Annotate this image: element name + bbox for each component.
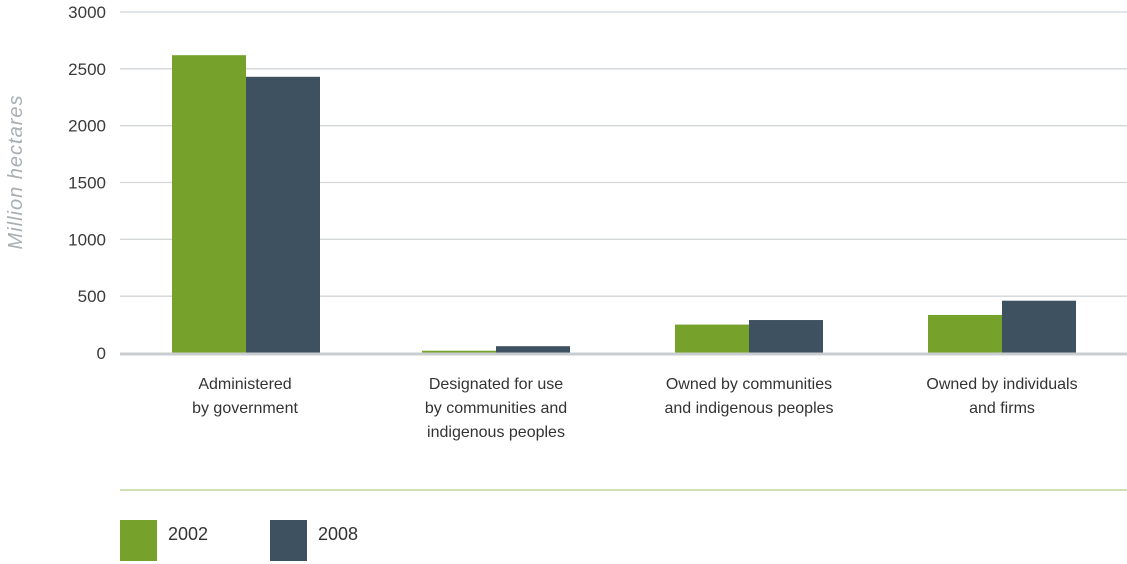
category-label: Administered by government: [192, 376, 298, 417]
y-tick-label: 2000: [68, 117, 106, 136]
legend-label-2008: 2008: [318, 524, 358, 544]
y-tick-label: 1500: [68, 174, 106, 193]
bar-2008-2: [749, 320, 823, 353]
category-label-line: Administered: [198, 376, 291, 393]
category-label: Designated for use by communities and indi…: [425, 376, 567, 441]
bar-2008-0: [246, 76, 320, 353]
legend-label-2002: 2002: [168, 524, 208, 544]
y-tick-label: 1000: [68, 230, 106, 249]
bar-2002-0: [172, 55, 246, 354]
y-tick-label: 3000: [68, 3, 106, 22]
y-tick-label: 0: [97, 344, 106, 363]
legend-swatch-2008: [270, 520, 307, 561]
category-label-line: Owned by communities: [666, 376, 832, 393]
category-label-line: Owned by individuals: [926, 376, 1077, 393]
bar-2008-3: [1002, 300, 1076, 353]
y-axis-ticks: 0 500 1000 1500 2000 2500 3000: [68, 3, 106, 363]
category-label-line: by government: [192, 400, 298, 417]
category-label-line: Designated for use: [429, 376, 563, 393]
bar-2002-3: [928, 314, 1002, 353]
category-label-line: and firms: [969, 400, 1035, 417]
category-label-line: by communities and: [425, 400, 567, 417]
legend-swatch-2002: [120, 520, 157, 561]
bars: [172, 55, 1076, 354]
legend: 2002 2008: [120, 520, 358, 561]
category-label: Owned by individuals and firms: [926, 376, 1077, 417]
category-label-line: and indigenous peoples: [664, 400, 833, 417]
y-tick-label: 500: [78, 287, 106, 306]
y-tick-label: 2500: [68, 60, 106, 79]
bar-2008-1: [496, 346, 570, 353]
category-label: Owned by communities and indigenous peopl…: [664, 376, 833, 417]
bar-2002-1: [422, 350, 496, 353]
bar-2002-2: [675, 324, 749, 353]
y-axis-label: Million hectares: [5, 95, 27, 250]
x-axis-categories: Administered by government Designated for …: [192, 376, 1078, 441]
category-label-line: indigenous peoples: [427, 424, 565, 441]
